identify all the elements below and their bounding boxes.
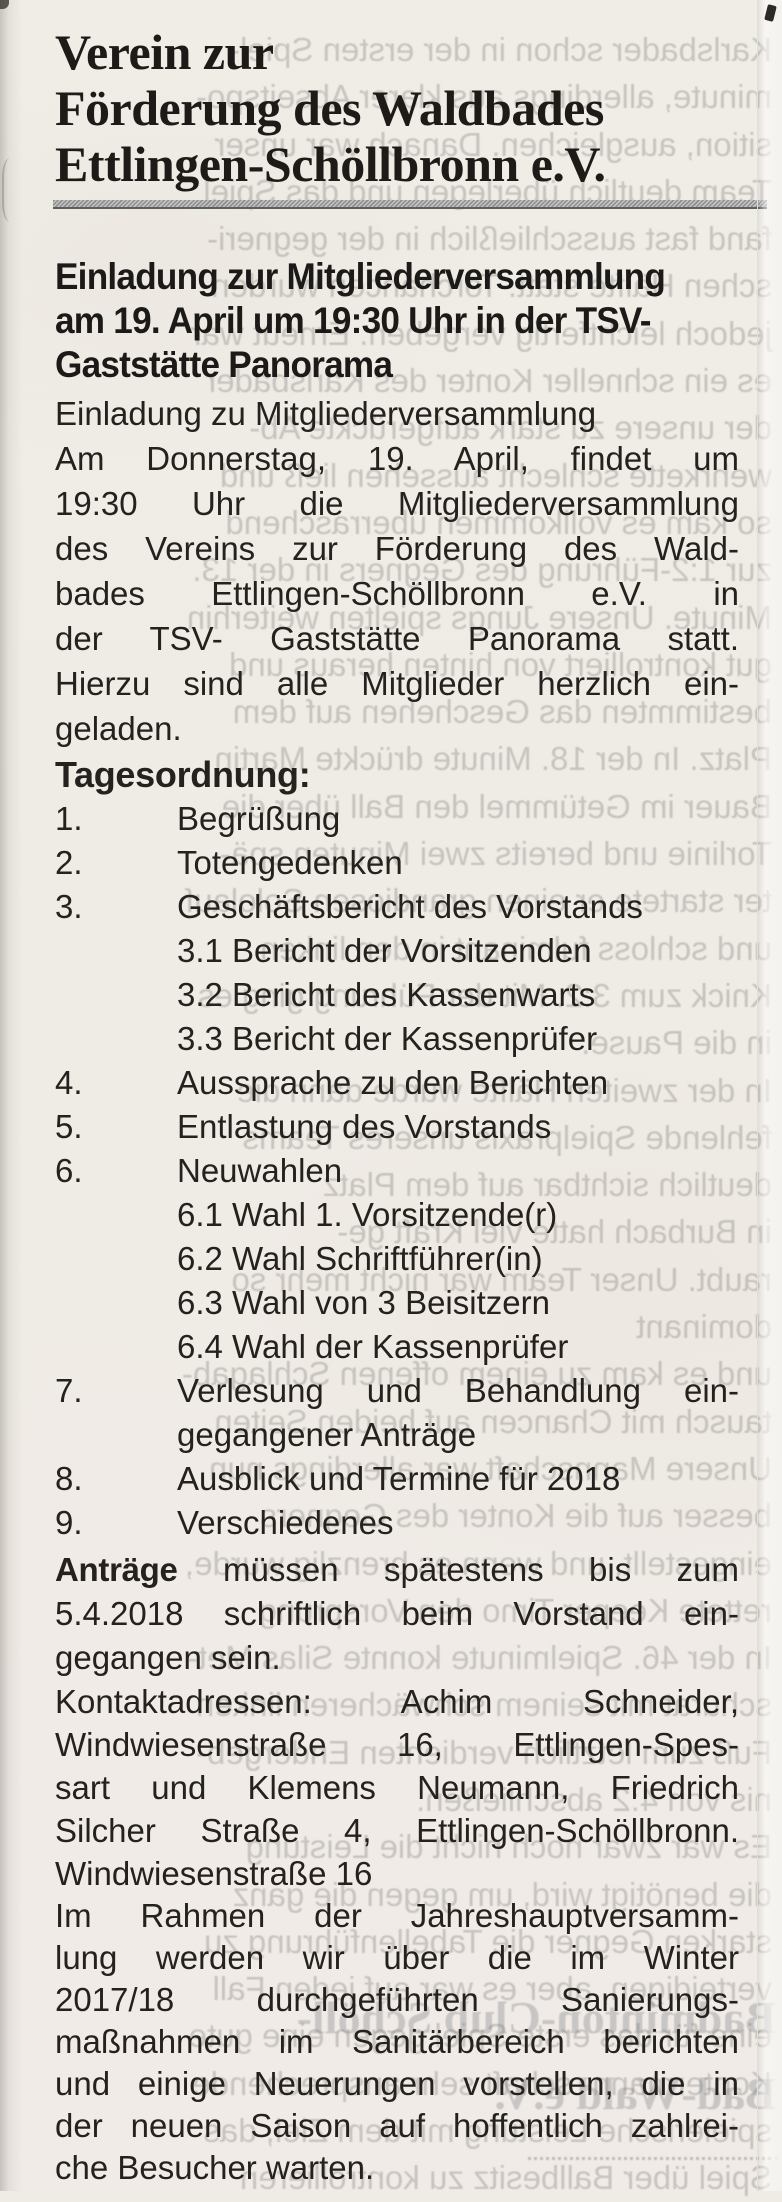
text-line: 2017/18 durchgeführten Sanierungs-	[55, 1981, 739, 2018]
text-line: Verein zur	[55, 24, 274, 80]
text-line: Am Donnerstag, 19. April, findet um	[55, 440, 739, 477]
agenda-heading: Tagesordnung:	[55, 754, 311, 795]
text-line: Einladung zur Mitgliederversammlung	[55, 256, 666, 297]
agenda-item-number: 4.	[55, 1064, 83, 1101]
agenda-item-number	[55, 1237, 177, 1281]
text-line: der neuen Saison auf hoffentlich zahlrei…	[55, 2107, 739, 2144]
text-line: Gaststätte Panorama	[55, 344, 393, 385]
agenda-item-number	[55, 1281, 177, 1325]
agenda-item-text: Verlesung und Behandlung ein-	[177, 1372, 739, 1409]
deadline-paragraph: Anträge müssen spätestens bis zum 5.4.20…	[55, 1548, 739, 1680]
paper-left-edge-shade	[0, 0, 22, 2191]
text-line: Förderung des Waldbades	[55, 80, 604, 136]
agenda-item-text: Geschäftsbericht des Vorstands	[177, 888, 643, 925]
agenda-item-text: 6.4 Wahl der Kassenprüfer	[177, 1328, 569, 1365]
agenda-item-text: 6.2 Wahl Schriftführer(in)	[177, 1240, 543, 1277]
agenda-item-text: Neuwahlen	[177, 1152, 343, 1189]
agenda-item-number: 3.	[55, 888, 83, 925]
agenda-row: 6.1 Wahl 1. Vorsitzende(r)	[55, 1193, 739, 1237]
scan-speck-top-right	[764, 4, 777, 22]
text-line: maßnahmen im Sanitärbereich berichten	[55, 2023, 739, 2060]
deadline-first-line: Anträge müssen spätestens bis zum	[55, 1548, 739, 1592]
agenda-item-text: Entlastung des Vorstands	[177, 1108, 552, 1145]
agenda-list: 1. Begrüßung 2. Totengedenken 3. Geschäftsber…	[55, 797, 739, 1545]
agenda-item-text: Ausblick und Termine für 2018	[177, 1460, 621, 1497]
text-line: Hierzu sind alle Mitglieder herzlich ein…	[55, 665, 739, 702]
text-line: sart und Klemens Neumann, Friedrich	[55, 1769, 739, 1806]
agenda-row: 8. Ausblick und Termine für 2018	[55, 1457, 739, 1501]
agenda-item-number	[55, 1193, 177, 1237]
agenda-item-number: 2.	[55, 844, 83, 881]
scan-speck-top-left	[0, 0, 9, 9]
agenda-item-number	[55, 1413, 177, 1457]
agenda-row: 6.3 Wahl von 3 Beisitzern	[55, 1281, 739, 1325]
deadline-bold-lead: Anträge	[55, 1551, 178, 1588]
agenda-item-text: Begrüßung	[177, 800, 341, 837]
text-line: bades Ettlingen-Schöllbronn e.V. in	[55, 575, 739, 612]
text-line: des Vereins zur Förderung des Wald-	[55, 530, 739, 567]
paper-right-crease	[757, 0, 782, 2191]
text-line: 19:30 Uhr die Mitgliederversammlung	[55, 485, 739, 522]
text-line: Windwiesenstraße 16	[55, 1855, 373, 1892]
deadline-first-rest: müssen spätestens bis zum	[223, 1551, 739, 1588]
agenda-row: 5. Entlastung des Vorstands	[55, 1105, 739, 1149]
agenda-row: 4. Aussprache zu den Berichten	[55, 1061, 739, 1105]
article-column: Verein zur Förderung des Waldbades Ettling…	[53, 0, 767, 2189]
text-line: und einige Neuerungen vorstellen, die in	[55, 2065, 739, 2102]
agenda-item-number: 7.	[55, 1372, 83, 1409]
agenda-row: 9. Verschiedenes	[55, 1501, 739, 1545]
text-line: lung werden wir über die im Winter	[55, 1939, 739, 1976]
invitation-heading: Einladung zur Mitgliederversammlung am 19…	[55, 255, 739, 387]
agenda-item-number	[55, 973, 177, 1017]
agenda-row: 1. Begrüßung	[55, 797, 739, 841]
agenda-row: 6. Neuwahlen	[55, 1149, 739, 1193]
agenda-row: 3. Geschäftsbericht des Vorstands	[55, 885, 739, 929]
text-line: Im Rahmen der Jahreshauptversamm-	[55, 1897, 739, 1934]
agenda-item-number: 5.	[55, 1108, 83, 1145]
deadline-rest-lines: 5.4.2018 schriftlich beim Vorstand ein-g…	[55, 1592, 739, 1680]
text-line: gegangen sein.	[55, 1639, 281, 1676]
agenda-item-number	[55, 1325, 177, 1369]
text-line: geladen.	[55, 710, 182, 747]
agenda-item-text: 3.2 Bericht des Kassenwarts	[177, 976, 596, 1013]
agenda-row: 6.2 Wahl Schriftführer(in)	[55, 1237, 739, 1281]
agenda-item-number: 6.	[55, 1152, 83, 1189]
text-line: Kontaktadressen: Achim Schneider,	[55, 1683, 739, 1720]
text-line: che Besucher warten.	[55, 2149, 375, 2186]
text-line: am 19. April um 19:30 Uhr in der TSV-	[55, 300, 651, 341]
text-line: 5.4.2018 schriftlich beim Vorstand ein-	[55, 1595, 739, 1632]
text-line: der TSV- Gaststätte Panorama statt.	[55, 620, 739, 657]
agenda-item-text: 6.1 Wahl 1. Vorsitzende(r)	[177, 1196, 558, 1233]
text-line: Silcher Straße 4, Ettlingen-Schöllbronn.	[55, 1812, 739, 1849]
agenda-item-text: gegangener Anträge	[177, 1416, 477, 1453]
agenda-row: 2. Totengedenken	[55, 841, 739, 885]
agenda-row: gegangener Anträge	[55, 1413, 739, 1457]
agenda-item-text: 3.3 Bericht der Kassenprüfer	[177, 1020, 598, 1057]
text-line: Windwiesenstraße 16, Ettlingen-Spes-	[55, 1726, 739, 1763]
intro-paragraph: Einladung zu Mitgliederversammlung Am Don…	[55, 391, 739, 751]
agenda-item-number	[55, 1017, 177, 1061]
agenda-row: 3.3 Bericht der Kassenprüfer	[55, 1017, 739, 1061]
agenda-item-text: Verschiedenes	[177, 1504, 394, 1541]
agenda-row: 6.4 Wahl der Kassenprüfer	[55, 1325, 739, 1369]
club-masthead-title: Verein zur Förderung des Waldbades Ettling…	[55, 24, 739, 192]
headline-rule	[53, 200, 767, 209]
agenda-item-number	[55, 929, 177, 973]
agenda-row: 3.2 Bericht des Kassenwarts	[55, 973, 739, 1017]
scan-artifact-left-arc	[2, 158, 18, 222]
text-line: Einladung zu Mitgliederversammlung	[55, 395, 597, 432]
agenda-item-text: Totengedenken	[177, 844, 403, 881]
text-line: Ettlingen-Schöllbronn e.V.	[55, 136, 606, 192]
agenda-item-number: 1.	[55, 800, 83, 837]
agenda-row: 7. Verlesung und Behandlung ein-	[55, 1369, 739, 1413]
agenda-item-text: 6.3 Wahl von 3 Beisitzern	[177, 1284, 550, 1321]
agenda-item-number: 9.	[55, 1504, 83, 1541]
agenda-item-text: Aussprache zu den Berichten	[177, 1064, 609, 1101]
closing-paragraph: Im Rahmen der Jahreshauptversamm-lung we…	[55, 1895, 739, 2189]
contacts-paragraph: Kontaktadressen: Achim Schneider, Windwie…	[55, 1680, 739, 1895]
agenda-row: 3.1 Bericht der Vorsitzenden	[55, 929, 739, 973]
agenda-item-number: 8.	[55, 1460, 83, 1497]
agenda-item-text: 3.1 Bericht der Vorsitzenden	[177, 932, 592, 969]
